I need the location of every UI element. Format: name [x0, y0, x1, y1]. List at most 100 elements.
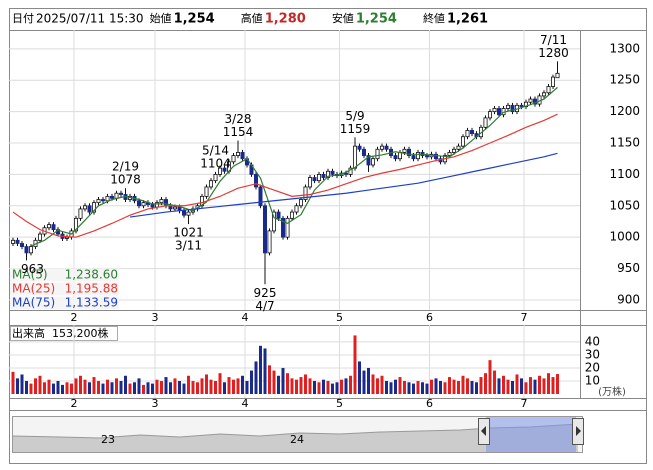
volume-bar [394, 379, 397, 394]
candle-body [217, 167, 222, 175]
candle-body [262, 205, 267, 254]
candle [370, 156, 375, 168]
candle [101, 196, 106, 204]
volume-bar [191, 380, 195, 394]
candle-body [505, 104, 510, 109]
handle-arrow [481, 426, 486, 436]
candle-body [528, 98, 533, 103]
volume-bar [65, 382, 69, 394]
candle-body [298, 199, 303, 207]
candle [10, 237, 15, 246]
volume-bar [178, 380, 181, 394]
candle-body [114, 192, 119, 199]
candle [496, 105, 501, 118]
legend-box [10, 282, 119, 296]
candle [555, 61, 560, 79]
volume-bar [340, 379, 343, 394]
volume-bar [16, 378, 19, 394]
volume-bar [484, 373, 487, 394]
volume-bar [124, 375, 127, 394]
candle [375, 146, 380, 162]
candle-body [204, 186, 209, 197]
candle-body [330, 170, 335, 175]
candle [213, 171, 218, 184]
candle [65, 234, 70, 241]
volume-bar [146, 382, 150, 394]
volume-bar [353, 335, 357, 394]
volume-bar [209, 379, 213, 394]
header-value: 1,261 [447, 12, 488, 27]
volume-bar [335, 382, 339, 394]
volume-bar [272, 370, 276, 394]
candle-body [213, 173, 218, 182]
candle-body [316, 173, 321, 182]
candle [262, 203, 267, 285]
candle [510, 102, 515, 115]
volume-bar [421, 382, 424, 394]
annotation-value: 1159 [340, 122, 371, 136]
volume-bar [119, 380, 123, 394]
volume-bar [470, 380, 474, 394]
annotation-date: 7/11 [540, 33, 567, 47]
volume-bar [542, 378, 546, 394]
candle [78, 206, 83, 221]
candle [253, 171, 258, 190]
volume-bar [47, 379, 51, 394]
volume-bar [434, 378, 438, 394]
candle [96, 196, 101, 206]
volume-bar [551, 377, 555, 394]
volume-bar [200, 378, 204, 394]
volume-tick-label: 30 [585, 347, 600, 361]
candle [119, 190, 124, 197]
candle-body [321, 173, 326, 178]
candle-body [92, 202, 97, 213]
candle [528, 96, 533, 105]
candle-body [240, 152, 245, 160]
volume-bar [70, 383, 73, 394]
volume-bar [196, 382, 199, 394]
volume-bar [385, 380, 388, 394]
volume-bar [299, 377, 303, 394]
volume-bar [254, 361, 258, 394]
candle-body [222, 167, 227, 172]
annotation-date: 3/28 [225, 112, 252, 126]
y-tick-label: 1250 [609, 73, 640, 87]
candle [285, 215, 290, 240]
volume-bar [56, 380, 60, 394]
volume-bar [263, 348, 267, 394]
volume-bar [61, 384, 64, 394]
volume-bar [371, 374, 375, 394]
x-tick-label: 2 [71, 311, 78, 324]
annotation-value: 1078 [110, 173, 141, 187]
candle [199, 193, 204, 209]
volume-bar [430, 379, 433, 394]
candle [294, 203, 299, 215]
candle [415, 149, 420, 162]
candle [307, 175, 312, 190]
candle-body [119, 192, 124, 195]
x-tick-label: 7 [521, 397, 528, 410]
volume-bar [457, 380, 460, 394]
candle-body [370, 158, 375, 166]
candle [487, 109, 492, 121]
volume-bar [538, 375, 541, 394]
volume-bar [83, 379, 87, 394]
candle-body [456, 145, 461, 150]
volume-bar [133, 382, 136, 394]
candle [321, 171, 326, 181]
volume-bar [308, 378, 312, 394]
y-tick-label: 950 [617, 261, 640, 275]
candle [38, 231, 43, 243]
candle [83, 203, 88, 212]
volume-tick-label: 10 [585, 373, 600, 387]
candle-body [208, 180, 213, 188]
x-tick-label: 5 [336, 397, 343, 410]
candle [460, 134, 465, 149]
candle-body [101, 199, 106, 202]
candle-body [542, 92, 547, 97]
candle [325, 168, 330, 181]
candle [231, 153, 236, 165]
header-label: 日付 [12, 12, 34, 25]
candle-body [451, 148, 456, 153]
navigator-selection[interactable] [486, 417, 576, 452]
